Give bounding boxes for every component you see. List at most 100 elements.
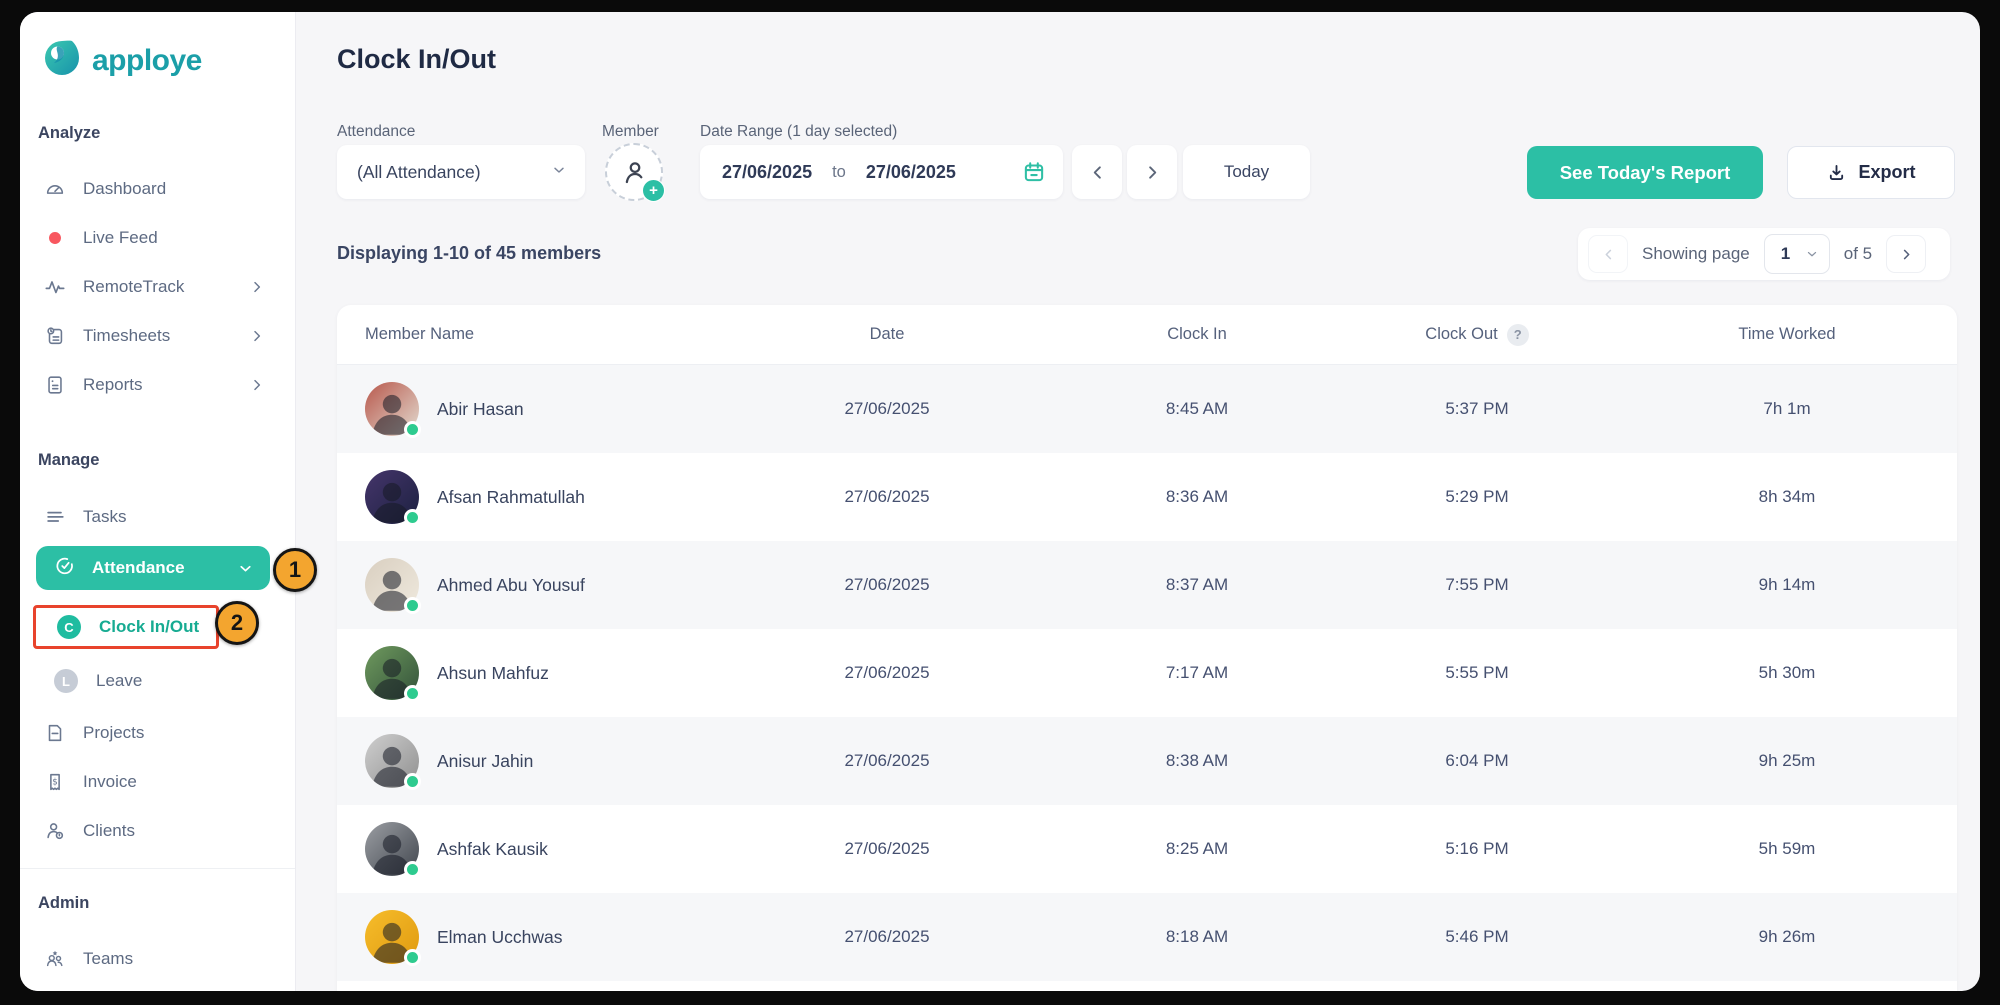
- member-name: Anisur Jahin: [437, 750, 534, 771]
- sidebar-item-timesheets[interactable]: Timesheets: [20, 311, 295, 360]
- previous-day-button[interactable]: [1072, 145, 1122, 199]
- clock-in-cell: 8:45 AM: [1165, 399, 1229, 418]
- member-cell: Ahsun Mahfuz: [337, 646, 717, 702]
- sidebar-item-attendance[interactable]: Attendance: [36, 546, 270, 590]
- member-cell: Ahmed Abu Yousuf: [337, 558, 717, 614]
- main-content: Clock In/Out Attendance Member Date Rang…: [296, 12, 1980, 991]
- time-worked-cell: 5h 59m: [1758, 839, 1816, 858]
- calendar-icon[interactable]: [1021, 159, 1047, 185]
- sidebar-item-label: Live Feed: [83, 227, 158, 247]
- sidebar-item-clients[interactable]: Clients: [20, 806, 295, 855]
- table-row[interactable]: Afsan Rahmatullah 27/06/2025 8:36 AM 5:2…: [337, 453, 1957, 541]
- member-cell: Afsan Rahmatullah: [337, 470, 717, 526]
- avatar: [365, 382, 421, 438]
- section-label-manage: Manage: [38, 451, 100, 469]
- date-cell: 27/06/2025: [844, 399, 930, 418]
- member-name: Ashfak Kausik: [437, 838, 548, 859]
- avatar: [365, 910, 421, 966]
- add-plus-icon: +: [642, 179, 665, 202]
- online-status-dot: [404, 685, 421, 702]
- sidebar-item-projects[interactable]: Projects: [20, 708, 295, 757]
- invoice-receipt-icon: $: [44, 771, 66, 793]
- header-date: Date: [869, 325, 905, 343]
- date-cell: 27/06/2025: [844, 487, 930, 506]
- export-button[interactable]: Export: [1787, 146, 1955, 199]
- clock-out-cell: 5:29 PM: [1445, 487, 1509, 506]
- table-row[interactable]: Anisur Jahin 27/06/2025 8:38 AM 6:04 PM …: [337, 717, 1957, 805]
- member-name: Abir Hasan: [437, 398, 524, 419]
- download-icon: [1826, 162, 1847, 183]
- clock-out-cell: 5:46 PM: [1445, 927, 1509, 946]
- timesheet-icon: [44, 325, 66, 347]
- header-member-name: Member Name: [365, 325, 475, 343]
- clock-in-cell: 7:17 AM: [1165, 663, 1229, 682]
- sidebar-item-label: Attendance: [92, 558, 185, 577]
- table-row[interactable]: Ahsun Mahfuz 27/06/2025 7:17 AM 5:55 PM …: [337, 629, 1957, 717]
- annotation-step-1: 1: [273, 548, 317, 592]
- avatar: [365, 646, 421, 702]
- help-icon[interactable]: ?: [1506, 323, 1529, 346]
- sidebar-item-invoice[interactable]: $ Invoice: [20, 757, 295, 806]
- tasks-list-icon: [44, 506, 66, 528]
- next-day-button[interactable]: [1127, 145, 1177, 199]
- sidebar-item-teams[interactable]: Teams: [20, 934, 295, 983]
- member-cell: Elman Ucchwas: [337, 910, 717, 966]
- activity-pulse-icon: [44, 276, 66, 298]
- online-status-dot: [404, 773, 421, 790]
- table-row[interactable]: Ashfak Kausik 27/06/2025 8:25 AM 5:16 PM…: [337, 805, 1957, 893]
- member-cell: Anisur Jahin: [337, 734, 717, 790]
- table-body: Abir Hasan 27/06/2025 8:45 AM 5:37 PM 7h…: [337, 365, 1957, 981]
- clock-in-cell: 8:38 AM: [1165, 751, 1229, 770]
- sidebar-item-label: Teams: [83, 948, 134, 968]
- live-feed-dot-icon: [44, 227, 66, 249]
- online-status-dot: [404, 949, 421, 966]
- export-label: Export: [1858, 162, 1916, 182]
- sidebar-item-clock-in-out[interactable]: C Clock In/Out: [33, 605, 219, 649]
- date-range-start: 27/06/2025: [722, 161, 813, 182]
- chevron-right-icon: [249, 279, 265, 295]
- app-window: apploye Analyze Dashboard Live Feed Re: [20, 12, 1980, 991]
- pagination-next-button[interactable]: [1886, 235, 1927, 273]
- sidebar-item-live-feed[interactable]: Live Feed: [20, 213, 295, 262]
- sidebar-item-label: Reports: [83, 374, 143, 394]
- member-filter-label: Member: [602, 123, 659, 140]
- sidebar-item-remotetrack[interactable]: RemoteTrack: [20, 262, 295, 311]
- chevron-down-icon: [1807, 251, 1816, 257]
- time-worked-cell: 9h 14m: [1758, 575, 1816, 594]
- project-document-icon: [44, 722, 66, 744]
- clock-in-cell: 8:25 AM: [1165, 839, 1229, 858]
- member-add-button[interactable]: +: [605, 143, 665, 202]
- chevron-right-icon: [249, 377, 265, 393]
- table-row[interactable]: Ahmed Abu Yousuf 27/06/2025 8:37 AM 7:55…: [337, 541, 1957, 629]
- clock-out-cell: 5:37 PM: [1445, 399, 1509, 418]
- see-todays-report-button[interactable]: See Today's Report: [1527, 146, 1763, 199]
- table-row[interactable]: Elman Ucchwas 27/06/2025 8:18 AM 5:46 PM…: [337, 893, 1957, 981]
- table-header-row: Member Name Date Clock In Clock Out ? Ti…: [337, 305, 1957, 365]
- brand-name: apploye: [92, 43, 202, 77]
- page-select[interactable]: 1: [1763, 234, 1830, 274]
- today-button[interactable]: Today: [1183, 145, 1310, 199]
- date-range-input[interactable]: 27/06/2025 to 27/06/2025: [700, 145, 1063, 199]
- attendance-filter-select[interactable]: (All Attendance): [337, 145, 585, 199]
- page-title: Clock In/Out: [337, 44, 497, 74]
- table-row[interactable]: Abir Hasan 27/06/2025 8:45 AM 5:37 PM 7h…: [337, 365, 1957, 453]
- pagination-prev-button[interactable]: [1588, 235, 1628, 273]
- member-cell: Abir Hasan: [337, 382, 717, 438]
- date-range-label: Date Range (1 day selected): [700, 123, 898, 140]
- avatar: [365, 822, 421, 878]
- chevron-down-icon: [551, 162, 567, 183]
- attendance-table: Member Name Date Clock In Clock Out ? Ti…: [337, 305, 1957, 991]
- sidebar-item-reports[interactable]: Reports: [20, 360, 295, 409]
- logo[interactable]: apploye: [20, 12, 295, 83]
- sidebar-item-leave[interactable]: L Leave: [33, 659, 219, 703]
- attendance-clock-icon: [54, 555, 76, 582]
- sidebar-divider: [20, 868, 295, 869]
- sidebar-item-dashboard[interactable]: Dashboard: [20, 164, 295, 213]
- report-document-icon: [44, 374, 66, 396]
- sidebar-item-label: Projects: [83, 722, 145, 742]
- section-label-admin: Admin: [38, 894, 90, 912]
- time-worked-cell: 5h 30m: [1758, 663, 1816, 682]
- person-outline-icon: [620, 156, 650, 193]
- sidebar-item-tasks[interactable]: Tasks: [20, 492, 295, 541]
- member-name: Afsan Rahmatullah: [437, 486, 585, 507]
